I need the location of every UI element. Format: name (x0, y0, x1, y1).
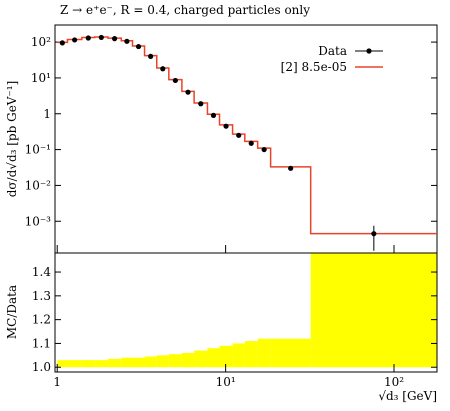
data-point (223, 123, 229, 129)
ratio-bar (94, 360, 108, 368)
data-point (210, 112, 217, 118)
ratio-y-tick-label: 1.3 (32, 289, 51, 303)
ratio-bar (121, 357, 133, 368)
ratio-bar (67, 360, 82, 368)
x-tick-label: 10¹ (216, 375, 236, 389)
ratio-bar (232, 343, 245, 368)
ratio-y-tick-label: 1.1 (32, 336, 51, 350)
chart-title: Z → e⁺e⁻, R = 0.4, charged particles onl… (60, 3, 310, 17)
ratio-bar (181, 352, 195, 368)
y-tick-label: 10¹ (31, 71, 51, 85)
ratio-y-tick-label: 1.0 (32, 360, 51, 374)
ratio-bar (57, 360, 68, 368)
ratio-frame (54, 252, 438, 373)
data-point (236, 132, 242, 138)
ratio-y-tick-label: 1.4 (32, 265, 51, 279)
ratio-bar (132, 357, 145, 368)
ratio-bar (168, 354, 182, 368)
ratio-bar (194, 350, 208, 368)
data-point (198, 101, 204, 107)
ratio-bar (207, 348, 220, 368)
ratio-bar (107, 358, 122, 368)
ratio-bar (156, 355, 169, 368)
ratio-bar (257, 338, 271, 368)
x-tick-label: 1 (53, 375, 61, 389)
x-axis-label: √d₃ [GeV] (378, 389, 437, 403)
data-point (248, 140, 254, 146)
data-point (288, 165, 294, 171)
y-tick-label: 10⁻³ (25, 214, 52, 228)
data-point (371, 231, 377, 237)
plot-frame (54, 24, 438, 254)
data-point (98, 34, 104, 41)
data-point (160, 66, 166, 72)
ratio-bar (81, 360, 95, 368)
legend-label: Data (318, 44, 347, 58)
data-point (111, 36, 118, 42)
ratio-bar (144, 356, 157, 368)
ratio-bar (219, 345, 233, 368)
legend-swatch (366, 48, 372, 54)
data-point (72, 37, 78, 43)
x-tick-label: 10² (384, 375, 404, 389)
data-point (135, 43, 142, 50)
y-tick-label: 10⁻¹ (25, 143, 51, 157)
y-axis-label: dσ/d√d₃ [pb GeV⁻¹] (5, 81, 19, 198)
data-point (261, 146, 267, 153)
legend-label: [2] 8.5e-05 (281, 60, 347, 74)
data-point (172, 77, 178, 84)
ratio-bar (310, 253, 437, 368)
y-tick-label: 10⁻² (25, 178, 52, 192)
data-point (85, 35, 91, 41)
ratio-bar (244, 341, 258, 368)
ratio-y-label: MC/Data (5, 285, 19, 339)
data-point (124, 38, 130, 44)
ratio-band (57, 253, 437, 368)
y-tick-label: 10² (31, 35, 51, 49)
data-point (148, 53, 154, 59)
ratio-bar (270, 338, 311, 368)
data-point (59, 40, 65, 46)
data-point (185, 89, 191, 95)
ratio-y-tick-label: 1.2 (32, 313, 51, 327)
y-tick-label: 1 (43, 107, 51, 121)
